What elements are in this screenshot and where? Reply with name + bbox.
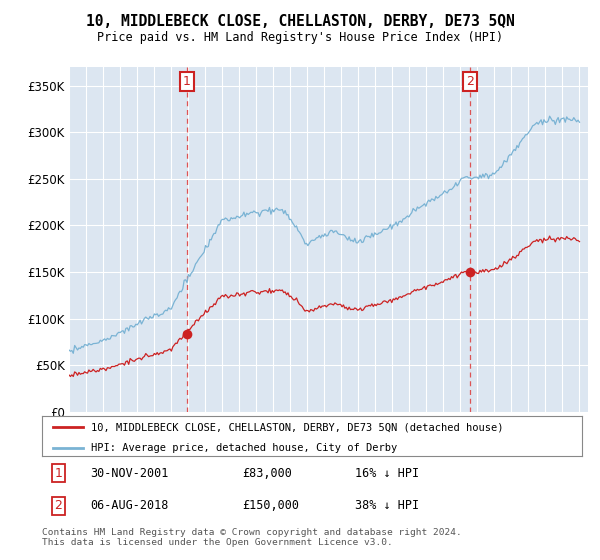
Text: 2: 2 (466, 74, 474, 88)
Text: 1: 1 (54, 467, 62, 480)
Text: £83,000: £83,000 (242, 467, 292, 480)
Text: 1: 1 (183, 74, 191, 88)
Text: 30-NOV-2001: 30-NOV-2001 (91, 467, 169, 480)
Text: 10, MIDDLEBECK CLOSE, CHELLASTON, DERBY, DE73 5QN (detached house): 10, MIDDLEBECK CLOSE, CHELLASTON, DERBY,… (91, 422, 503, 432)
Text: Price paid vs. HM Land Registry's House Price Index (HPI): Price paid vs. HM Land Registry's House … (97, 31, 503, 44)
Text: £150,000: £150,000 (242, 499, 299, 512)
Text: Contains HM Land Registry data © Crown copyright and database right 2024.
This d: Contains HM Land Registry data © Crown c… (42, 528, 462, 547)
Text: 2: 2 (54, 499, 62, 512)
Text: 16% ↓ HPI: 16% ↓ HPI (355, 467, 419, 480)
Text: 10, MIDDLEBECK CLOSE, CHELLASTON, DERBY, DE73 5QN: 10, MIDDLEBECK CLOSE, CHELLASTON, DERBY,… (86, 14, 514, 29)
Text: 06-AUG-2018: 06-AUG-2018 (91, 499, 169, 512)
Text: 38% ↓ HPI: 38% ↓ HPI (355, 499, 419, 512)
Text: HPI: Average price, detached house, City of Derby: HPI: Average price, detached house, City… (91, 442, 397, 452)
